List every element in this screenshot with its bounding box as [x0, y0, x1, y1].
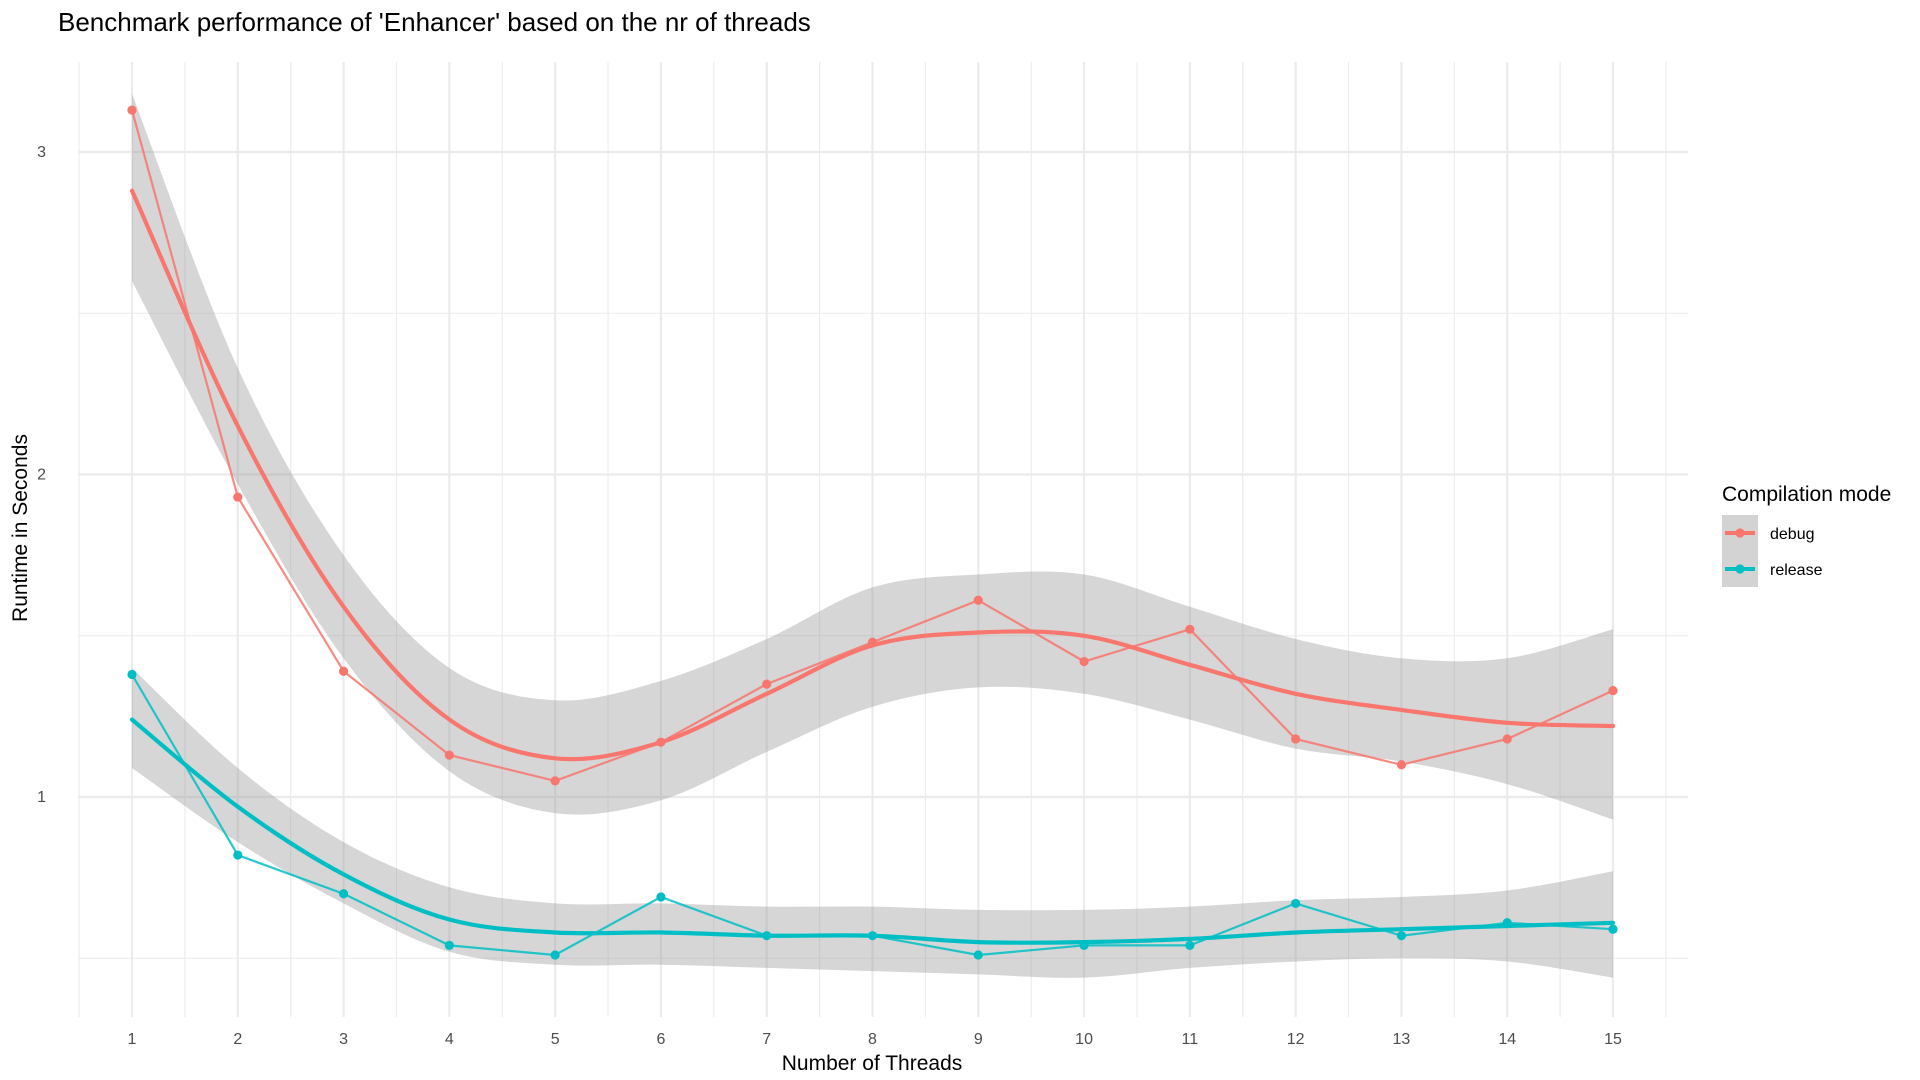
x-tick-label: 2	[233, 1031, 242, 1048]
data-point-debug	[1396, 760, 1407, 770]
smooth-line-release	[129, 717, 1616, 945]
legend: Compilation mode debug release	[1722, 483, 1891, 587]
data-point-release	[1396, 931, 1407, 941]
y-tick-label: 3	[37, 144, 46, 161]
smooth-lines	[129, 188, 1616, 945]
x-axis-title: Number of Threads	[782, 1052, 963, 1075]
data-point-debug	[973, 595, 983, 605]
data-point-release	[1185, 940, 1195, 950]
legend-key-point-release	[1735, 564, 1745, 574]
legend-keys: debug release	[1722, 515, 1823, 587]
data-point-debug	[1291, 734, 1301, 744]
confidence-ribbon-debug	[132, 93, 1613, 820]
x-tick-label: 13	[1393, 1031, 1411, 1048]
data-point-debug	[1185, 624, 1195, 634]
x-tick-label: 9	[974, 1031, 983, 1048]
x-tick-label: 4	[445, 1031, 454, 1048]
legend-label-release: release	[1770, 562, 1823, 579]
data-point-debug	[444, 750, 454, 760]
x-tick-label: 7	[762, 1031, 771, 1048]
x-tick-label: 10	[1075, 1031, 1093, 1048]
x-tick-label: 3	[339, 1031, 348, 1048]
x-tick-label: 6	[656, 1031, 665, 1048]
grid	[78, 62, 1688, 1017]
legend-label-debug: debug	[1770, 526, 1815, 543]
data-point-debug	[762, 679, 772, 689]
y-axis-title: Runtime in Seconds	[9, 434, 32, 622]
x-tick-label: 11	[1182, 1031, 1199, 1048]
x-tick-label: 1	[128, 1031, 137, 1048]
data-point-debug	[1502, 734, 1512, 744]
y-tick-label: 1	[37, 789, 46, 806]
x-tick-label: 12	[1287, 1031, 1305, 1048]
data-point-release	[233, 850, 243, 860]
data-point-release	[550, 950, 560, 960]
data-point-debug	[1608, 685, 1618, 696]
data-point-debug	[233, 492, 243, 502]
data-point-release	[444, 940, 454, 950]
data-point-release	[338, 889, 349, 899]
data-point-debug	[550, 776, 560, 786]
x-tick-label: 15	[1604, 1031, 1622, 1048]
data-point-debug	[1079, 656, 1089, 667]
y-tick-label: 2	[37, 467, 46, 484]
data-point-release	[973, 950, 983, 960]
smooth-line-debug	[129, 188, 1616, 762]
legend-key-point-debug	[1735, 528, 1745, 538]
confidence-ribbons	[132, 93, 1613, 978]
data-point-release	[656, 892, 666, 902]
chart-title: Benchmark performance of 'Enhancer' base…	[58, 7, 811, 37]
data-point-release	[1291, 898, 1301, 909]
x-tick-label: 5	[551, 1031, 560, 1048]
x-tick-label: 8	[868, 1031, 877, 1048]
x-tick-label: 14	[1498, 1031, 1516, 1048]
data-point-release	[127, 669, 137, 680]
data-point-debug	[338, 666, 349, 676]
data-point-debug	[127, 105, 137, 115]
legend-title: Compilation mode	[1722, 483, 1891, 506]
data-point-release	[1608, 924, 1618, 934]
confidence-ribbon-release	[132, 668, 1613, 978]
